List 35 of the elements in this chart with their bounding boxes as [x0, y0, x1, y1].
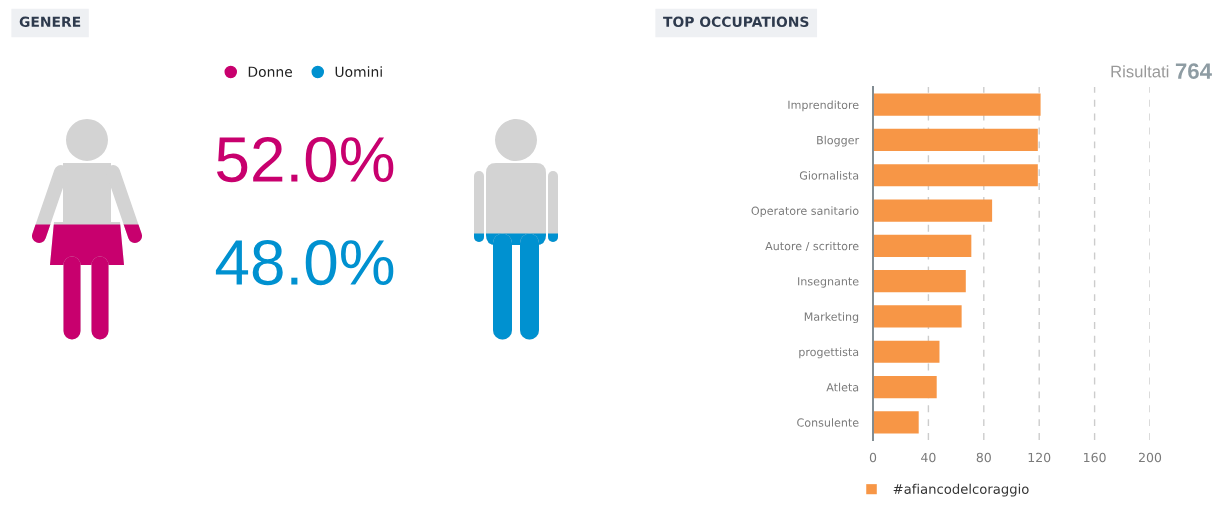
y-tick-label: Atleta: [826, 382, 859, 392]
text: GENERE: [19, 16, 81, 28]
data-label: 52.0%: [216, 136, 394, 183]
x-tick-label: 40: [921, 452, 936, 463]
bar: [873, 340, 940, 363]
x-tick-label: 0: [869, 452, 877, 463]
bar: [873, 411, 919, 434]
text: TOP OCCUPATIONS: [663, 16, 809, 28]
y-tick-label: progettista: [799, 347, 859, 359]
bar: [873, 128, 1038, 152]
bar: [873, 305, 962, 328]
x-tick-label: 120: [1028, 452, 1051, 463]
y-tick-label: Autore / scrittore: [765, 241, 859, 252]
legend-label: Uomini: [335, 66, 382, 78]
y-tick-label: Imprenditore: [788, 100, 859, 112]
x-tick-label: 80: [976, 452, 991, 463]
y-tick-label: Operatore sanitario: [751, 206, 859, 218]
bar: [873, 234, 972, 257]
y-tick-label: Consulente: [797, 418, 859, 427]
bar: [873, 164, 1038, 187]
bar: [873, 270, 966, 293]
legend-label: Donne: [248, 66, 293, 78]
y-tick-label: Insegnante: [798, 277, 859, 288]
bar: [873, 375, 937, 399]
y-tick-label: Giornalista: [799, 171, 859, 180]
x-tick-label: 160: [1084, 452, 1106, 463]
y-tick-label: Blogger: [817, 135, 860, 147]
legend-label: #afiancodelcoraggio: [893, 483, 1029, 497]
bar: [873, 199, 993, 222]
y-tick-label: Marketing: [804, 312, 859, 323]
text: Risultati: [1111, 65, 1169, 78]
x-tick-label: 200: [1138, 452, 1162, 463]
data-label: 48.0%: [215, 239, 394, 286]
bar: [873, 93, 1041, 116]
text: 764: [1175, 63, 1212, 79]
